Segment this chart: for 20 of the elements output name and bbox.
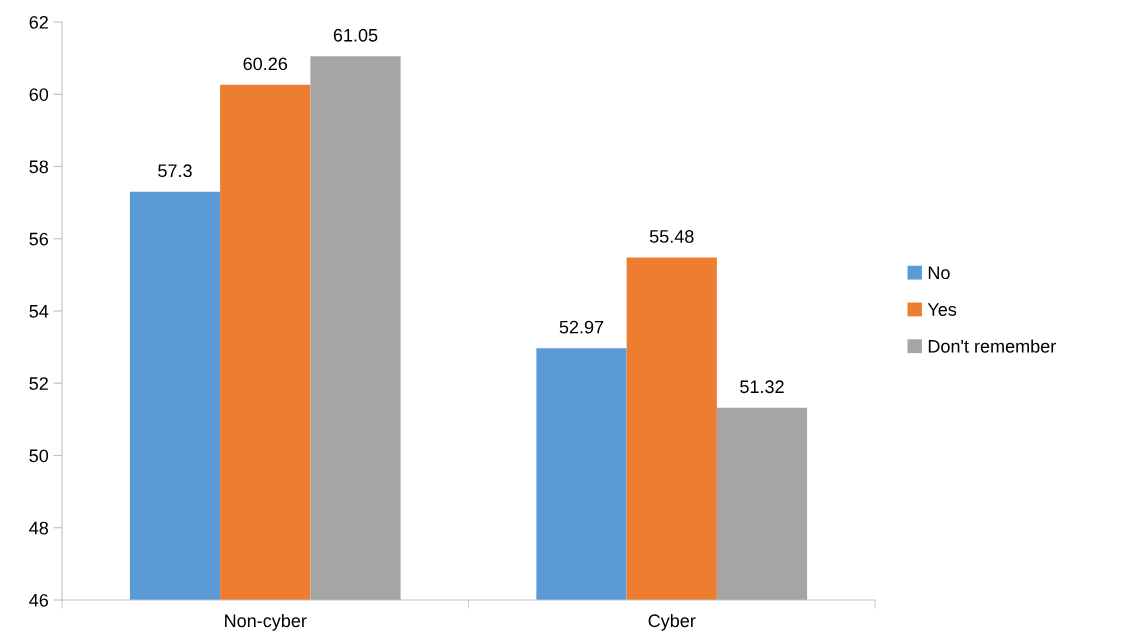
y-tick-label: 58 (29, 160, 49, 174)
y-tick-label: 52 (29, 377, 48, 390)
y-tick-label: 48 (29, 521, 49, 535)
x-tick-label: Cyber (648, 613, 696, 631)
y-tick-label: 50 (29, 449, 49, 463)
legend-label: Don't remember (928, 339, 1056, 353)
data-label: 60.26 (243, 57, 288, 71)
legend-label: No (928, 266, 950, 280)
x-tick-label: Non-cyber (225, 613, 307, 631)
data-label: 52.97 (559, 320, 604, 334)
y-tick-label: 60 (29, 88, 49, 101)
y-tick-label: 56 (29, 232, 49, 246)
y-tick-label: 62 (29, 15, 48, 29)
data-label: 57.3 (158, 164, 192, 178)
legend-label: Yes (927, 303, 957, 316)
data-label: 55.48 (649, 230, 694, 243)
data-label: 51.32 (740, 380, 784, 394)
y-tick-label: 46 (29, 593, 49, 607)
y-tick-label: 54 (29, 305, 49, 318)
data-label: 61.05 (333, 28, 378, 42)
